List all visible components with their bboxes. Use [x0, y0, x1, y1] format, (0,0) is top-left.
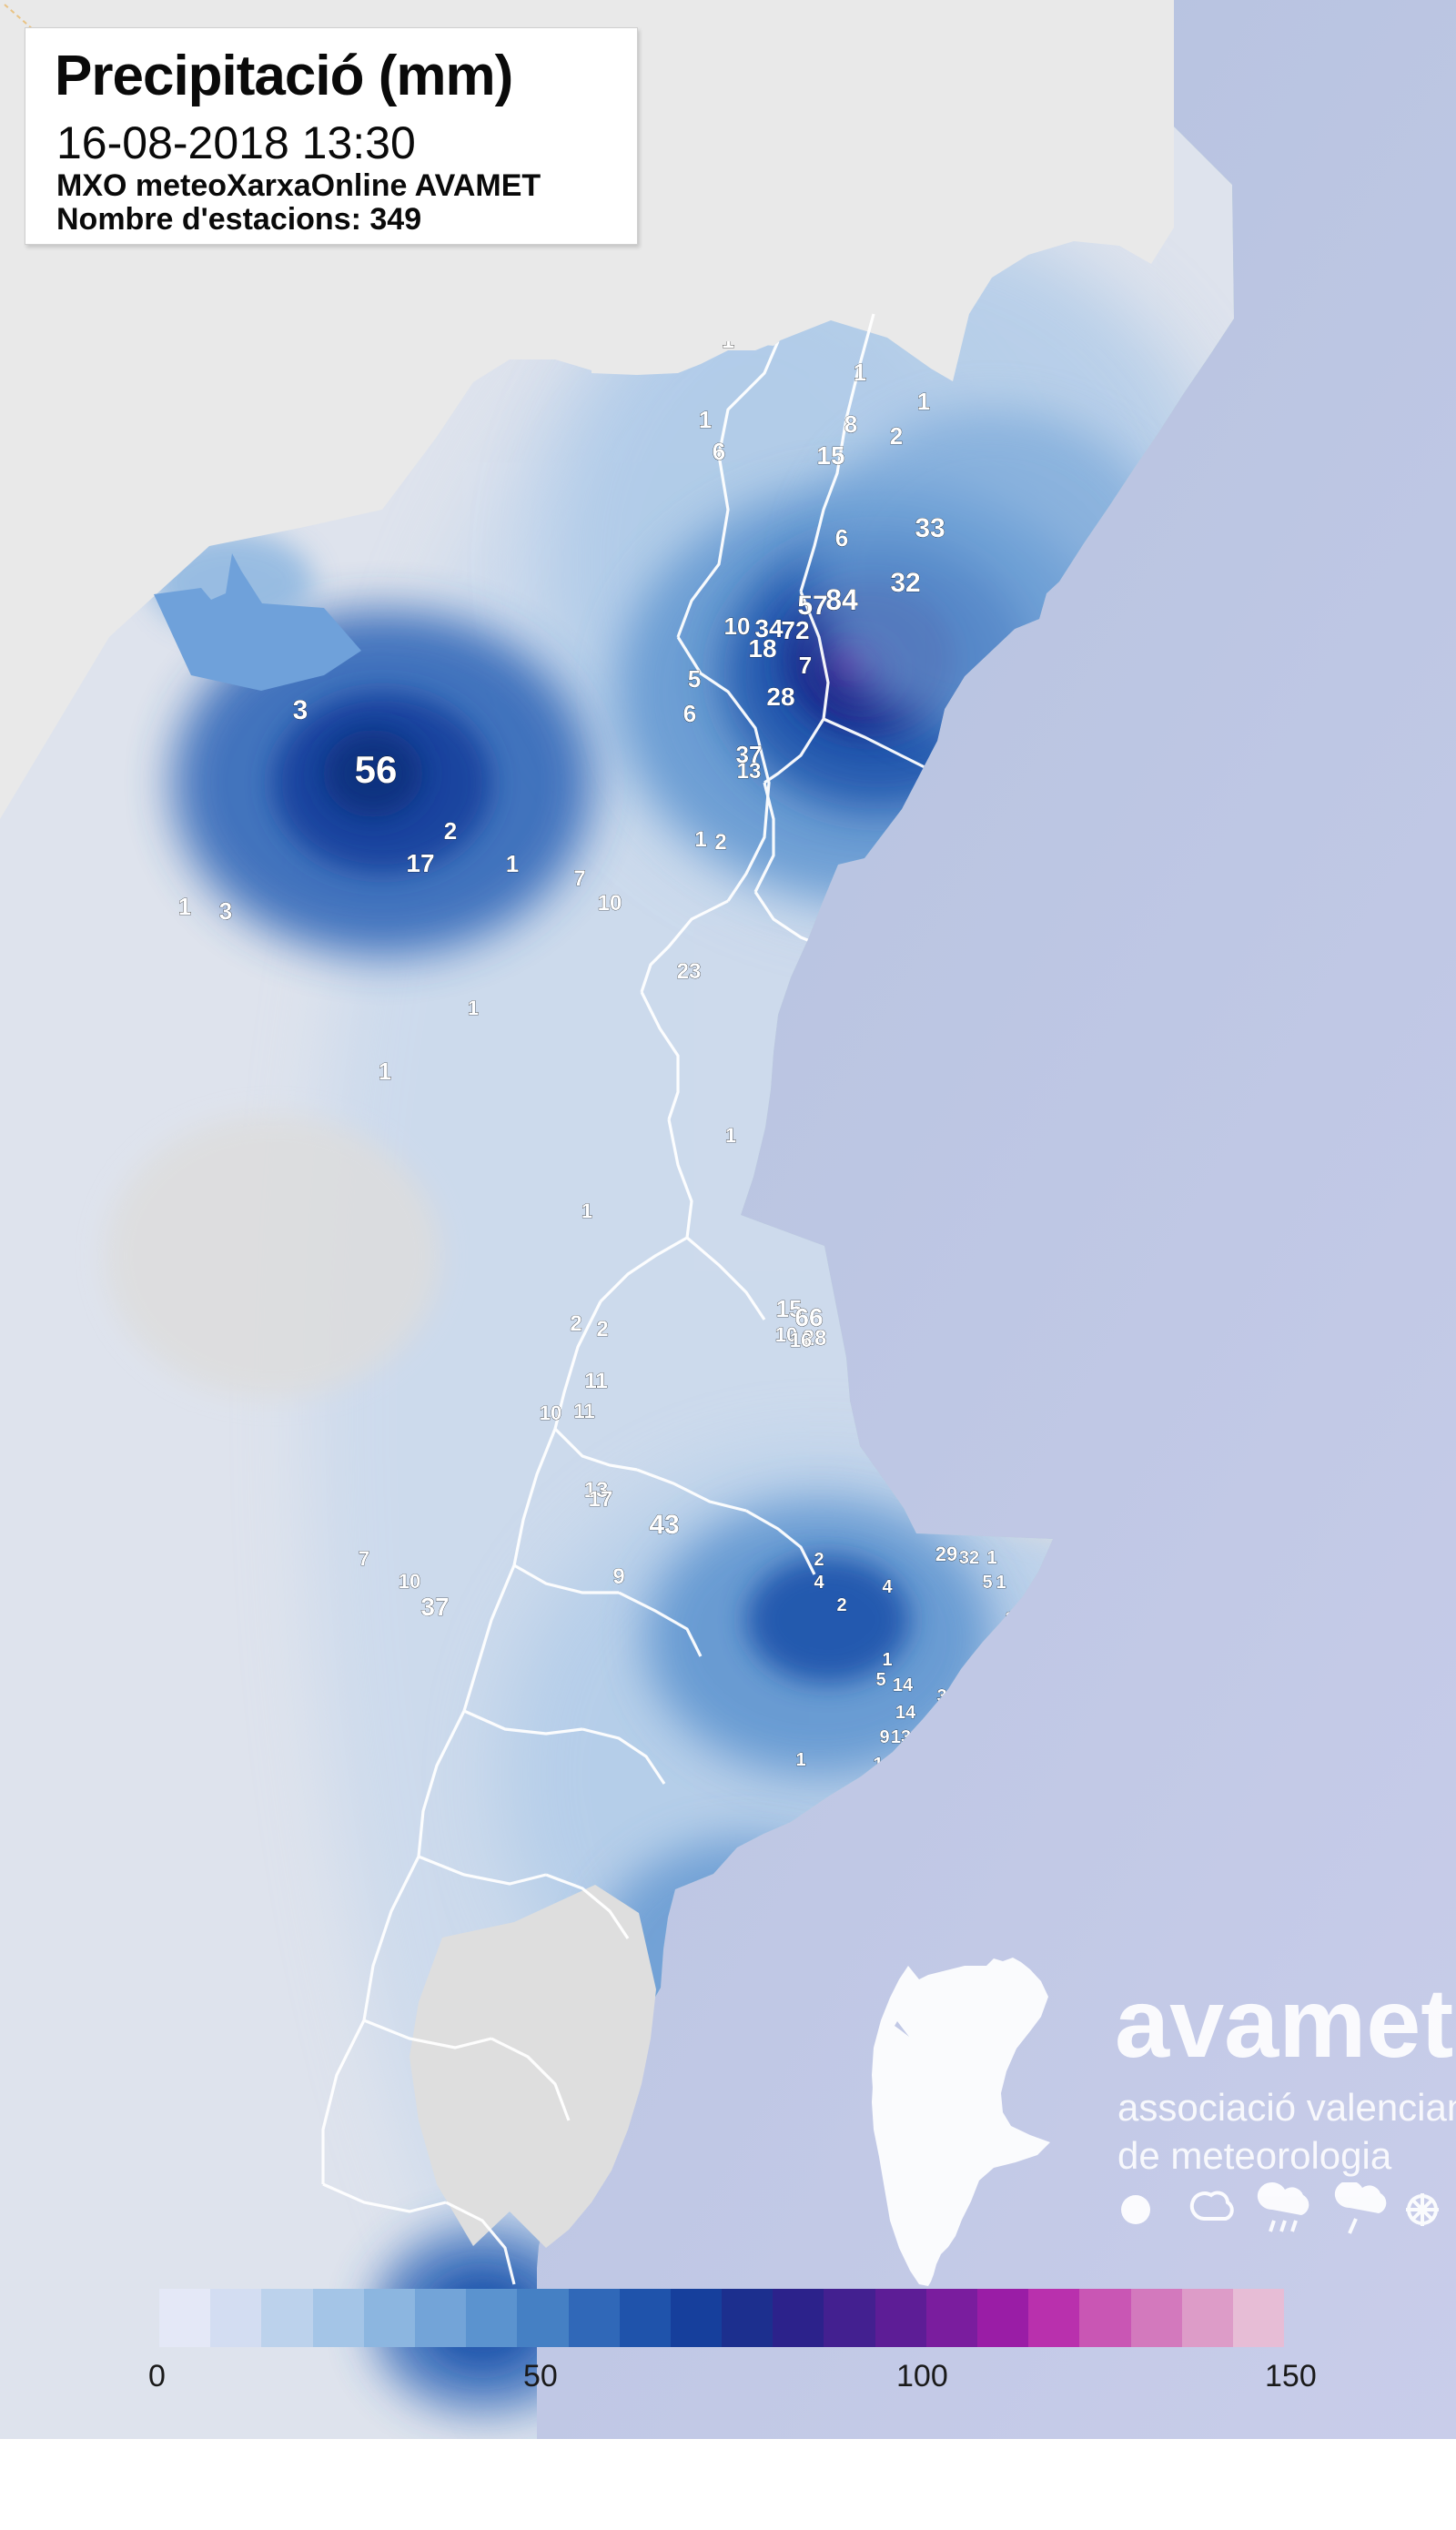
- svg-text:14: 14: [893, 1675, 914, 1695]
- svg-text:43: 43: [649, 1510, 679, 1540]
- svg-text:72: 72: [781, 616, 809, 644]
- svg-text:8: 8: [844, 410, 857, 438]
- svg-text:7: 7: [359, 1547, 369, 1570]
- svg-text:15: 15: [816, 441, 844, 470]
- svg-text:3: 3: [293, 695, 308, 725]
- svg-text:10: 10: [598, 891, 622, 916]
- svg-text:33: 33: [915, 513, 945, 543]
- svg-text:1: 1: [694, 827, 706, 852]
- svg-text:4: 4: [814, 1573, 824, 1593]
- svg-text:13: 13: [737, 759, 762, 784]
- svg-text:16: 16: [790, 1329, 812, 1351]
- svg-text:7: 7: [573, 866, 585, 891]
- svg-text:6: 6: [835, 524, 848, 552]
- svg-text:2: 2: [814, 1550, 824, 1570]
- svg-text:32: 32: [959, 1548, 979, 1568]
- svg-text:14: 14: [895, 1703, 916, 1723]
- svg-text:37: 37: [420, 1593, 449, 1621]
- svg-text:10: 10: [724, 612, 751, 640]
- svg-text:4: 4: [882, 1577, 893, 1597]
- svg-text:11: 11: [584, 1369, 607, 1393]
- svg-text:9: 9: [879, 1727, 889, 1747]
- svg-text:10: 10: [399, 1570, 420, 1593]
- svg-text:2: 2: [714, 830, 726, 855]
- svg-text:1: 1: [699, 406, 712, 433]
- svg-text:2: 2: [890, 422, 903, 450]
- svg-text:1: 1: [725, 1124, 736, 1147]
- svg-text:17: 17: [589, 1487, 613, 1512]
- svg-text:56: 56: [355, 748, 398, 791]
- svg-text:1: 1: [468, 997, 479, 1019]
- svg-text:1: 1: [506, 850, 519, 877]
- svg-text:2: 2: [596, 1317, 608, 1341]
- svg-text:2: 2: [836, 1595, 846, 1615]
- svg-text:5: 5: [875, 1670, 885, 1690]
- svg-text:29: 29: [935, 1543, 957, 1565]
- svg-text:1: 1: [379, 1058, 391, 1085]
- svg-text:6: 6: [683, 700, 696, 727]
- svg-text:1: 1: [795, 1750, 805, 1770]
- svg-text:1: 1: [882, 1650, 892, 1670]
- svg-text:1: 1: [854, 359, 866, 386]
- svg-text:1: 1: [917, 388, 930, 415]
- svg-text:1: 1: [581, 1199, 592, 1222]
- svg-text:32: 32: [890, 568, 920, 598]
- svg-text:17: 17: [406, 849, 434, 877]
- svg-text:2: 2: [444, 817, 457, 845]
- svg-text:1: 1: [986, 1548, 996, 1568]
- svg-text:2: 2: [570, 1311, 581, 1336]
- svg-text:6: 6: [713, 438, 725, 465]
- svg-text:7: 7: [799, 652, 812, 679]
- svg-text:9: 9: [612, 1564, 624, 1589]
- svg-text:1: 1: [178, 893, 191, 920]
- svg-text:5: 5: [688, 665, 701, 693]
- svg-text:10: 10: [540, 1402, 561, 1424]
- svg-text:28: 28: [766, 683, 794, 711]
- svg-text:5: 5: [982, 1573, 992, 1593]
- svg-text:3: 3: [219, 897, 232, 925]
- svg-text:18: 18: [748, 634, 776, 663]
- svg-text:84: 84: [825, 583, 858, 616]
- svg-text:11: 11: [573, 1400, 594, 1422]
- svg-text:23: 23: [677, 959, 702, 984]
- svg-text:1: 1: [996, 1573, 1006, 1593]
